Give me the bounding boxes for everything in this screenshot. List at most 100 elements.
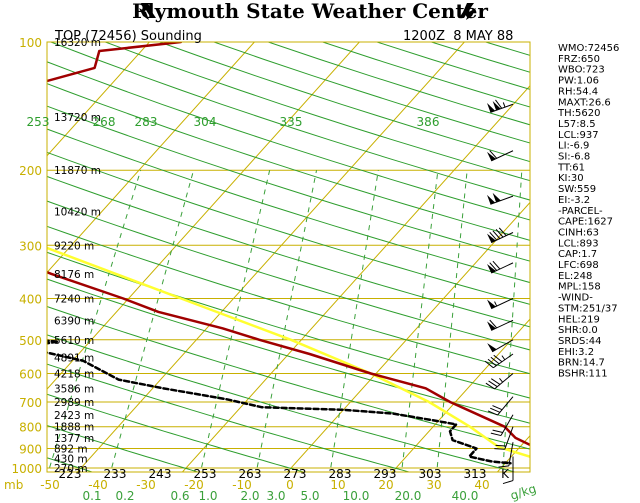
wind-barb-pennant: [492, 101, 501, 111]
wind-barb-flag: [489, 319, 498, 329]
wind-barb-flag: [493, 354, 503, 363]
wind-barb-flag: [489, 262, 498, 271]
wind-barb-shaft: [497, 396, 514, 416]
wind-barb: [485, 373, 514, 390]
mixing-ratio-line: [620, 170, 622, 477]
height-label: 13720 m: [54, 112, 101, 124]
mixing-ratio-line: [110, 170, 195, 472]
sounding-index-text: MAXT:26.6: [558, 97, 611, 108]
height-label: 10420 m: [54, 207, 101, 219]
pressure-tick-label: 1000: [11, 462, 42, 476]
sounding-index-text: LCL:893: [558, 238, 599, 249]
mixing-ratio-line: [199, 170, 271, 472]
sounding-index-text: WBO:723: [558, 65, 605, 76]
sounding-index-text: LFC:698: [558, 260, 599, 271]
wind-barb-flag: [489, 150, 498, 159]
header-left-icon: [139, 3, 156, 20]
height-label: 270 m: [54, 463, 88, 475]
sounding-index-text: BSHR:111: [558, 369, 608, 380]
wind-barb: [498, 442, 514, 468]
wind-barb-flag: [490, 407, 501, 413]
height-label: 7240 m: [54, 293, 94, 305]
wind-barb-flag: [484, 360, 494, 369]
dry-adiabat-line: [47, 200, 530, 351]
pressure-tick-label: 900: [19, 443, 42, 457]
height-label: 3586 m: [54, 383, 94, 395]
height-label: 430 m: [54, 454, 88, 466]
wind-barb-pennant: [487, 103, 496, 113]
mixing-ratio-line: [255, 170, 318, 472]
wind-barb-shaft: [504, 426, 514, 450]
wind-barb-shaft: [508, 442, 514, 466]
sounding-index-text: TH:5620: [557, 108, 600, 119]
height-label: 5610 m: [54, 335, 94, 347]
pressure-tick-label: 100: [19, 36, 42, 50]
kelvin-tick-label: 313: [464, 467, 487, 481]
sounding-index-text: EI:-3.2: [558, 195, 590, 206]
sounding-index-text: CAP:1.7: [558, 249, 597, 260]
wind-barb-flag: [489, 231, 498, 241]
isotherm-line: [286, 201, 530, 472]
wind-barb: [487, 260, 514, 274]
celsius-tick-label: -10: [232, 478, 252, 492]
wind-barb-flag: [498, 465, 509, 468]
dry-adiabat-line: [47, 105, 530, 262]
kelvin-tick-label: K: [501, 467, 510, 481]
dry-adiabat-line: [47, 334, 517, 472]
kelvin-tick-label: 263: [239, 467, 262, 481]
sounding-index-text: CINH:63: [558, 227, 599, 238]
wind-barb-flag: [490, 378, 501, 385]
plot-frame: [46, 41, 531, 473]
wind-barb-pennant: [487, 299, 496, 309]
wind-barb: [494, 426, 514, 450]
pressure-tick-label: 200: [19, 164, 42, 178]
sounding-index-text: HEL:219: [558, 314, 600, 325]
mixing-ratio-unit-label: g/kg: [509, 481, 538, 502]
height-label: 4218 m: [54, 368, 94, 380]
dry-adiabat-line: [0, 42, 2, 477]
mixing-ratio-tick-label: 3.0: [266, 489, 285, 503]
sounding-index-text: STM:251/37: [558, 303, 618, 314]
sounding-index-text: TT:61: [557, 162, 585, 173]
wind-barb-half-flag: [504, 461, 510, 463]
wind-barb-half-flag: [499, 378, 504, 383]
sounding-index-text: -WIND-: [558, 293, 593, 304]
mixing-ratio-tick-label: 10.0: [343, 489, 370, 503]
mixing-ratio-line: [329, 170, 379, 472]
wind-barb-flag: [495, 229, 504, 238]
wind-barb-half-flag: [494, 301, 498, 307]
wind-barb-flag: [494, 448, 505, 450]
dry-adiabat-line: [47, 175, 530, 328]
sounding-index-text: KI:30: [558, 173, 584, 184]
potential-temperature-label: 386: [417, 115, 440, 129]
wind-barb-flag: [487, 410, 498, 416]
mixing-ratio-tick-label: 40.0: [452, 489, 479, 503]
isotherm-line: [0, 33, 53, 478]
sounding-index-text: CAPE:1627: [558, 217, 613, 228]
header-right-icon: [459, 3, 476, 20]
dry-adiabat-line: [47, 251, 530, 399]
wind-barb: [487, 298, 514, 310]
isotherm-line: [47, 42, 361, 390]
sounding-index-text: LCL:937: [558, 130, 599, 141]
wind-barb: [487, 319, 514, 331]
pressure-tick-label: 500: [19, 334, 42, 348]
kelvin-tick-label: 253: [194, 467, 217, 481]
wind-barb-half-flag: [502, 102, 506, 108]
sounding-index-text: SI:-6.8: [558, 152, 590, 163]
dry-adiabat-line: [47, 225, 530, 375]
sounding-index-text: SHR:0.0: [558, 325, 598, 336]
sounding-index-text: MPL:158: [558, 282, 601, 293]
dry-adiabat-line: [47, 306, 530, 450]
celsius-tick-label: 40: [474, 478, 489, 492]
height-label: 4891 m: [54, 352, 94, 364]
dry-adiabat-line: [47, 128, 530, 284]
wind-barb-flag: [495, 444, 507, 447]
wind-barb-pennant: [492, 192, 501, 203]
sounding-index-text: WMO:72456: [558, 43, 619, 54]
celsius-tick-label: 30: [426, 478, 441, 492]
sounding-index-text: SW:559: [558, 184, 596, 195]
wind-barb: [487, 227, 514, 244]
sounding-index-text: -PARCEL-: [558, 206, 603, 217]
